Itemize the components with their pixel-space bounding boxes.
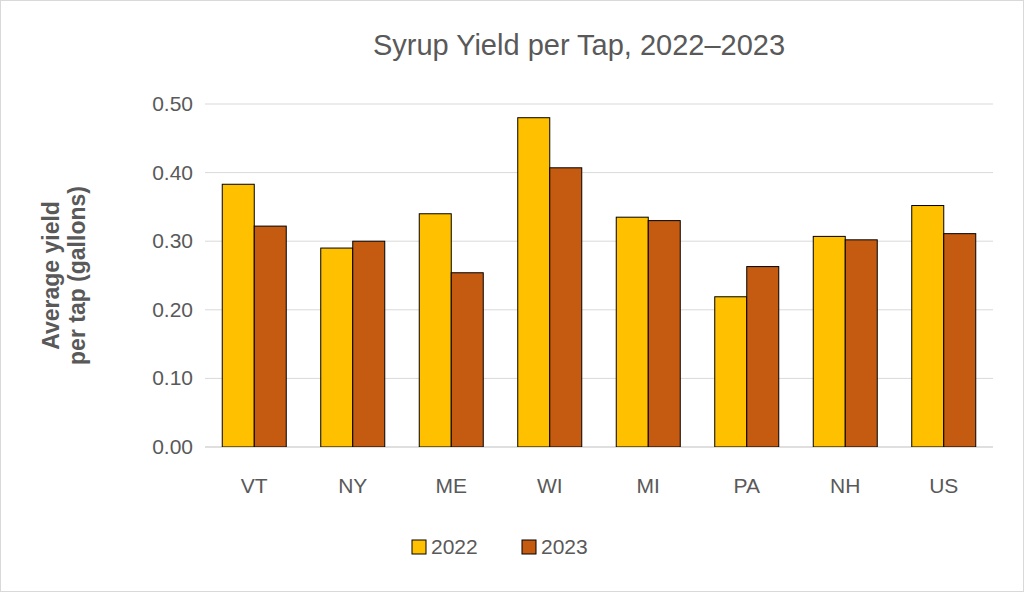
legend-swatch <box>522 540 536 554</box>
bar <box>912 206 944 447</box>
grid-line <box>205 104 993 105</box>
bar <box>715 297 747 447</box>
legend: 2022 2023 <box>412 535 588 558</box>
bar <box>321 248 353 447</box>
y-axis-label: Average yieldper tap (gallons) <box>38 186 90 365</box>
y-tick-label: 0.50 <box>152 92 193 115</box>
bar <box>845 240 877 447</box>
bar <box>451 273 483 447</box>
bar <box>222 184 254 447</box>
x-tick-label: WI <box>537 474 563 497</box>
x-tick-label: MI <box>637 474 660 497</box>
bar <box>944 234 976 447</box>
grid-line <box>205 172 993 173</box>
legend-label: 2023 <box>541 535 588 558</box>
x-tick-label: US <box>929 474 958 497</box>
bar <box>254 226 286 447</box>
y-axis-line <box>205 104 206 447</box>
bar <box>353 241 385 447</box>
x-tick-label: PA <box>734 474 760 497</box>
x-tick-label: NH <box>830 474 860 497</box>
bar <box>550 168 582 447</box>
y-axis-label-line: Average yield <box>38 201 64 350</box>
y-tick-label: 0.00 <box>152 435 193 458</box>
legend-label: 2022 <box>431 535 478 558</box>
y-axis-label-line: per tap (gallons) <box>64 186 90 365</box>
bar <box>419 214 451 447</box>
title: Syrup Yield per Tap, 2022–2023 <box>373 29 785 61</box>
x-tick-label: VT <box>241 474 268 497</box>
bar <box>518 118 550 447</box>
legend-swatch <box>412 540 426 554</box>
chart-border <box>1 1 1024 592</box>
x-tick-label: ME <box>436 474 468 497</box>
bar <box>648 221 680 447</box>
chart: Syrup Yield per Tap, 2022–2023 Average yi… <box>0 0 1024 592</box>
y-tick-label: 0.10 <box>152 366 193 389</box>
y-tick-label: 0.20 <box>152 298 193 321</box>
y-tick-label: 0.40 <box>152 161 193 184</box>
x-tick-label: NY <box>338 474 367 497</box>
y-tick-label: 0.30 <box>152 229 193 252</box>
bar <box>747 267 779 447</box>
bars <box>222 118 976 447</box>
bar <box>813 236 845 447</box>
bar <box>616 217 648 447</box>
